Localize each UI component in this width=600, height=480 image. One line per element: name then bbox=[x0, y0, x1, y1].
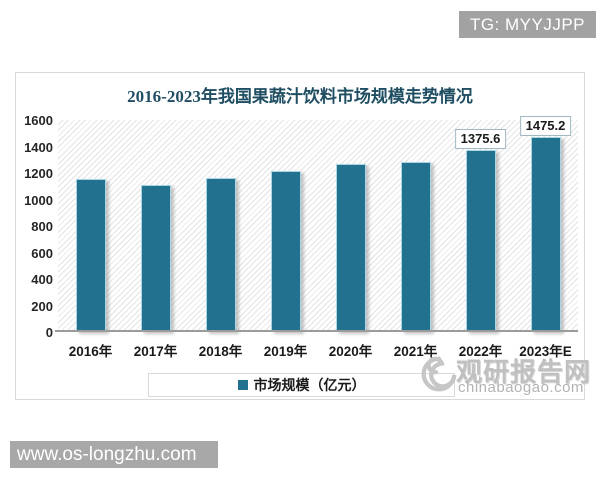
x-tick-label: 2021年 bbox=[393, 344, 438, 359]
data-label-2022年: 1375.6 bbox=[454, 128, 507, 149]
x-axis-line bbox=[55, 330, 578, 332]
bar-2017年 bbox=[140, 184, 171, 332]
x-tick-label: 2020年 bbox=[328, 344, 373, 359]
data-label-2023年E: 1475.2 bbox=[519, 115, 572, 136]
legend: 市场规模（亿元） bbox=[148, 373, 455, 397]
site-url-bar: www.os-longzhu.com bbox=[10, 441, 218, 468]
bar-2019年 bbox=[270, 171, 301, 332]
x-tick-label: 2018年 bbox=[198, 344, 243, 359]
x-tick-label: 2019年 bbox=[263, 344, 308, 359]
legend-label: 市场规模（亿元） bbox=[253, 377, 366, 393]
bar-2018年 bbox=[205, 177, 236, 332]
y-tick-label: 1200 bbox=[24, 166, 53, 181]
y-tick-label: 1600 bbox=[24, 113, 53, 128]
y-tick-label: 200 bbox=[31, 298, 53, 314]
bar-2020年 bbox=[335, 164, 366, 332]
y-tick-label: 1000 bbox=[24, 192, 53, 208]
y-tick-label: 1400 bbox=[24, 139, 53, 155]
x-tick-label: 2023年E bbox=[519, 344, 572, 359]
y-tick-label: 800 bbox=[31, 219, 53, 234]
chart-title: 2016-2023年我国果蔬汁饮料市场规模走势情况 bbox=[127, 87, 473, 106]
bar-2022年 bbox=[465, 149, 496, 332]
bar-2016年 bbox=[75, 178, 106, 332]
x-tick-label: 2022年 bbox=[458, 344, 503, 359]
plot-area bbox=[58, 120, 578, 332]
x-tick-label: 2016年 bbox=[68, 344, 113, 359]
y-tick-label: 0 bbox=[45, 325, 53, 340]
bar-2021年 bbox=[400, 161, 431, 332]
y-tick-label: 600 bbox=[31, 245, 53, 261]
x-tick-label: 2017年 bbox=[133, 344, 178, 359]
y-tick-label: 400 bbox=[31, 272, 53, 287]
bar-2023年E bbox=[530, 136, 561, 332]
legend-square-icon bbox=[237, 380, 248, 390]
tg-badge: TG: MYYJJPP bbox=[459, 11, 596, 38]
